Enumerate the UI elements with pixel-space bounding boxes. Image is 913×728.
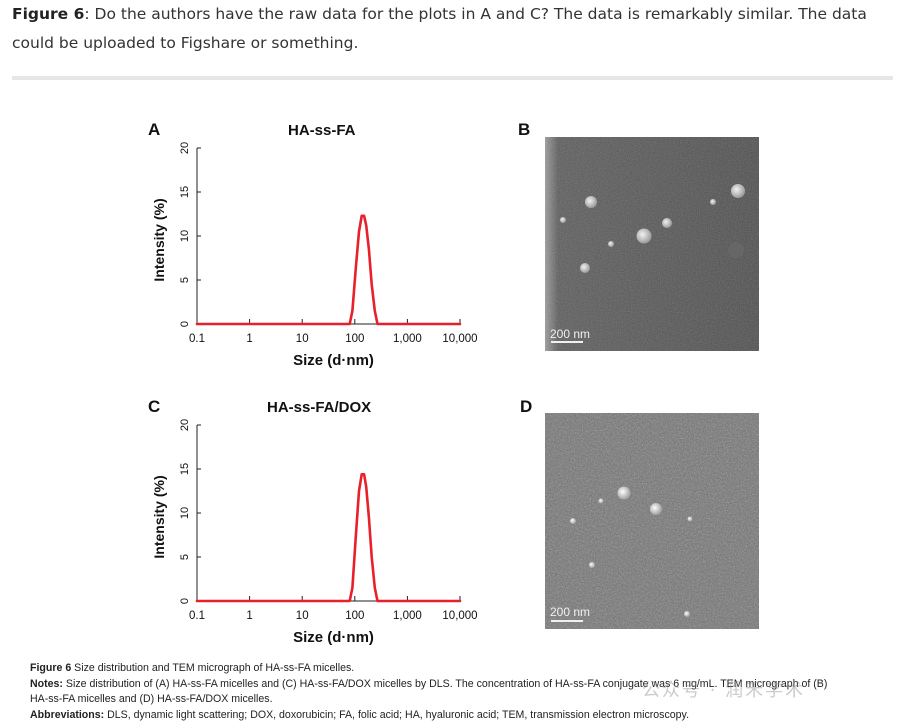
y-tick-label: 15 (179, 186, 191, 198)
comment-figure-label: Figure 6 (12, 5, 85, 23)
x-tick-label: 100 (345, 610, 364, 622)
figure-caption: Figure 6 Size distribution and TEM micro… (30, 661, 890, 723)
y-tick-label: 10 (179, 230, 191, 242)
caption-abbreviations-line: Abbreviations: DLS, dynamic light scatte… (30, 708, 890, 724)
watermark: 公众号 · 润禾学术 (642, 680, 806, 701)
y-tick-label: 5 (179, 277, 191, 283)
x-tick-label: 100 (345, 333, 364, 345)
x-tick-label: 10 (296, 610, 309, 622)
caption-abbreviations-text: DLS, dynamic light scattering; DOX, doxo… (104, 708, 690, 721)
dls-chart-c: 0 5 10 15 20 0.1 1 10 100 1,000 10,000 Intensity (%… (151, 419, 478, 646)
caption-notes-label: Notes: (30, 677, 63, 690)
panel-letter-d: D (520, 397, 533, 416)
tem-micrograph-b: 200 nm (545, 137, 759, 351)
comment-text: : Do the authors have the raw data for t… (12, 5, 867, 52)
x-tick-label: 0.1 (189, 333, 205, 345)
x-tick-label: 0.1 (189, 610, 205, 622)
plot-title-c: HA-ss-FA/DOX (267, 399, 372, 416)
x-axis-label: Size (d·nm) (293, 629, 374, 646)
divider (12, 76, 893, 80)
scale-bar-label-b: 200 nm (550, 327, 591, 341)
dls-chart-a: 0 5 10 15 20 0.1 1 10 100 1,000 10,000 Intensity (%… (151, 142, 478, 369)
caption-figure-label: Figure 6 (30, 662, 72, 674)
tem-image-d (545, 413, 759, 629)
x-axis-label: Size (d·nm) (293, 352, 374, 369)
y-tick-label: 5 (179, 554, 191, 560)
panel-letter-a: A (148, 120, 161, 139)
size-distribution-line (195, 214, 462, 326)
tem-image-b (545, 137, 759, 351)
scale-bar-label-d: 200 nm (550, 605, 591, 619)
x-tick-label: 10,000 (442, 333, 477, 345)
caption-notes-line-2: HA-ss-FA micelles and (D) HA-ss-FA/DOX m… (30, 693, 273, 706)
y-axis-label: Intensity (%) (151, 198, 167, 281)
x-tick-label: 10 (296, 333, 309, 345)
y-tick-label: 10 (179, 507, 191, 519)
panel-letter-b: B (518, 120, 531, 139)
x-tick-label: 1,000 (393, 610, 422, 622)
caption-notes-line-1: Notes: Size distribution of (A) HA-ss-FA… (30, 677, 890, 693)
x-tick-label: 1,000 (393, 333, 422, 345)
x-tick-label: 1 (246, 610, 252, 622)
caption-title-line: Figure 6 Size distribution and TEM micro… (30, 661, 890, 677)
x-tick-label: 1 (246, 333, 252, 345)
y-tick-label: 20 (179, 142, 191, 154)
y-tick-label: 0 (179, 598, 191, 604)
y-tick-label: 20 (179, 419, 191, 431)
size-distribution-line (195, 472, 462, 603)
y-tick-label: 15 (179, 463, 191, 475)
plot-title-a: HA-ss-FA (288, 122, 356, 139)
panel-letter-c: C (148, 397, 161, 416)
reviewer-comment: Figure 6: Do the authors have the raw da… (12, 0, 892, 58)
caption-notes-text-1: Size distribution of (A) HA-ss-FA micell… (62, 677, 828, 690)
y-axis-label: Intensity (%) (151, 475, 167, 558)
caption-title-text: Size distribution and TEM micrograph of … (71, 662, 355, 674)
caption-abbreviations-label: Abbreviations: (30, 708, 105, 721)
tem-micrograph-d: 200 nm (545, 413, 759, 629)
x-tick-label: 10,000 (442, 610, 477, 622)
y-tick-label: 0 (179, 321, 191, 327)
